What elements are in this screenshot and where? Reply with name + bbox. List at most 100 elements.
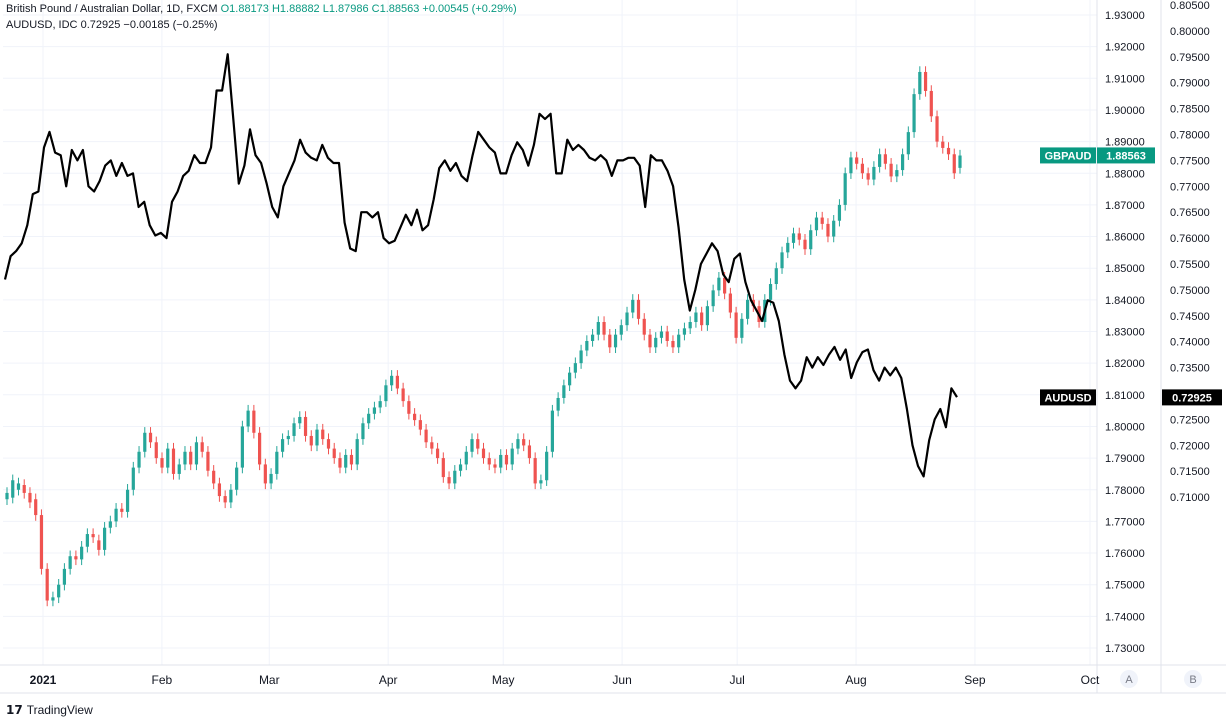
- candle-body: [114, 508, 118, 522]
- gbpaud-candle: [16, 477, 21, 496]
- gbpaud-candle: [648, 328, 652, 354]
- gbpaud-candle: [786, 237, 790, 259]
- gbpaud-candle: [809, 224, 813, 255]
- candle-body: [154, 442, 158, 459]
- gbpaud-candle: [223, 490, 227, 509]
- gbpaud-tick-label: 1.86000: [1105, 232, 1145, 244]
- candle-body: [355, 439, 359, 465]
- candle-body: [866, 173, 870, 180]
- candle-body: [493, 464, 497, 468]
- candle-body: [166, 448, 170, 468]
- gbpaud-candle: [774, 262, 778, 290]
- axis-button-circle: [1184, 670, 1202, 688]
- gbpaud-candle: [298, 411, 302, 429]
- gbpaud-candle: [372, 401, 377, 420]
- candle-body: [435, 448, 440, 459]
- gbpaud-candle: [39, 509, 44, 575]
- audusd-legend-values: 0.72925 −0.00185 (−0.25%): [80, 19, 218, 31]
- candle-body: [723, 277, 727, 294]
- gbpaud-legend[interactable]: British Pound / Australian Dollar, 1D, F…: [6, 3, 517, 15]
- candle-body: [568, 372, 572, 386]
- gbpaud-candle: [326, 433, 331, 455]
- gbpaud-candle: [413, 408, 417, 426]
- gbpaud-candle: [171, 442, 176, 480]
- candle-body: [206, 451, 210, 471]
- candle-body: [137, 451, 141, 468]
- candle-body: [286, 435, 290, 440]
- gbpaud-candle: [952, 148, 956, 179]
- candle-body: [476, 439, 480, 449]
- gbpaud-candle: [665, 325, 669, 347]
- candle-body: [315, 429, 319, 446]
- time-tick-label: May: [492, 673, 515, 687]
- gbpaud-candle: [803, 234, 807, 255]
- gbpaud-candle: [602, 316, 606, 341]
- gbpaud-candle: [516, 433, 520, 455]
- candle-body: [80, 546, 84, 560]
- gbpaud-candle: [34, 493, 38, 521]
- gbpaud-candle: [688, 316, 692, 335]
- gbpaud-candle: [91, 528, 95, 543]
- gbpaud-candle: [631, 294, 635, 319]
- gbpaud-candle: [694, 306, 698, 328]
- tradingview-brand[interactable]: 17 TradingView: [6, 703, 93, 717]
- candle-body: [160, 458, 164, 468]
- audusd-tick-label: 0.78500: [1170, 104, 1210, 116]
- gbpaud-candle: [912, 88, 916, 138]
- audusd-legend[interactable]: AUDUSD, IDC 0.72925 −0.00185 (−0.25%): [6, 19, 218, 31]
- candle-body: [625, 312, 629, 326]
- candle-body: [246, 410, 250, 427]
- brand-label: TradingView: [26, 703, 93, 717]
- gbpaud-tick-label: 1.76000: [1105, 548, 1145, 560]
- audusd-tick-label: 0.78000: [1170, 130, 1210, 142]
- audusd-price-badge-text: 0.72925: [1172, 392, 1212, 404]
- candle-body: [361, 423, 365, 440]
- candle-body: [941, 141, 945, 148]
- gbpaud-candle: [590, 328, 595, 347]
- gbpaud-candle: [430, 436, 434, 455]
- gbpaud-candle: [401, 382, 405, 407]
- gbpaud-tick-label: 1.79000: [1105, 453, 1145, 465]
- gbpaud-candle: [866, 167, 870, 186]
- gbpaud-candle: [120, 503, 124, 518]
- gbpaud-candle: [80, 541, 84, 566]
- candle-body: [217, 483, 222, 497]
- candle-body: [642, 318, 646, 335]
- gbpaud-candle: [562, 379, 566, 404]
- candle-body: [895, 170, 899, 177]
- time-tick-label: Aug: [845, 673, 866, 687]
- time-tick-label: Jul: [729, 673, 744, 687]
- audusd-tick-label: 0.76000: [1170, 233, 1210, 245]
- candle-body: [608, 334, 612, 348]
- gbpaud-candle: [258, 427, 262, 471]
- audusd-tick-label: 0.80000: [1170, 26, 1210, 38]
- time-tick-label: Feb: [152, 673, 173, 687]
- gbpaud-candle: [493, 458, 497, 474]
- candle-body: [780, 252, 784, 269]
- gbpaud-candle: [596, 316, 600, 341]
- candle-body: [728, 293, 732, 313]
- gbpaud-candle: [820, 211, 824, 230]
- gbpaud-candle: [832, 215, 836, 243]
- candle-body: [97, 540, 101, 550]
- candle-body: [453, 470, 457, 484]
- candle-body: [533, 458, 537, 484]
- gbpaud-candle: [114, 503, 118, 528]
- candle-body: [367, 413, 371, 424]
- gbpaud-candle: [344, 449, 348, 474]
- candle-body: [229, 489, 233, 503]
- candle-body: [958, 155, 962, 168]
- audusd-price-axis: 0.80500 0.80000 0.79500 0.79000 0.78500 0.780…: [1170, 0, 1210, 504]
- gbpaud-candle: [57, 579, 61, 604]
- gbpaud-tick-label: 1.90000: [1105, 105, 1145, 117]
- axis-button-label: A: [1125, 674, 1133, 686]
- candle-body: [344, 454, 348, 468]
- gbpaud-candle: [131, 461, 135, 496]
- candle-body: [378, 401, 382, 408]
- candle-body: [929, 90, 933, 117]
- candle-body: [458, 464, 463, 471]
- gbpaud-candle: [659, 325, 664, 344]
- candle-body: [11, 480, 15, 498]
- candle-body: [636, 299, 641, 319]
